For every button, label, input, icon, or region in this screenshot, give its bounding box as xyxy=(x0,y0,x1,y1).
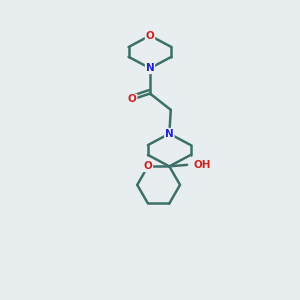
Text: O: O xyxy=(143,161,152,171)
Text: N: N xyxy=(165,129,174,139)
Text: OH: OH xyxy=(193,160,211,170)
Text: O: O xyxy=(146,31,154,40)
Text: O: O xyxy=(128,94,136,104)
Text: N: N xyxy=(146,63,154,73)
